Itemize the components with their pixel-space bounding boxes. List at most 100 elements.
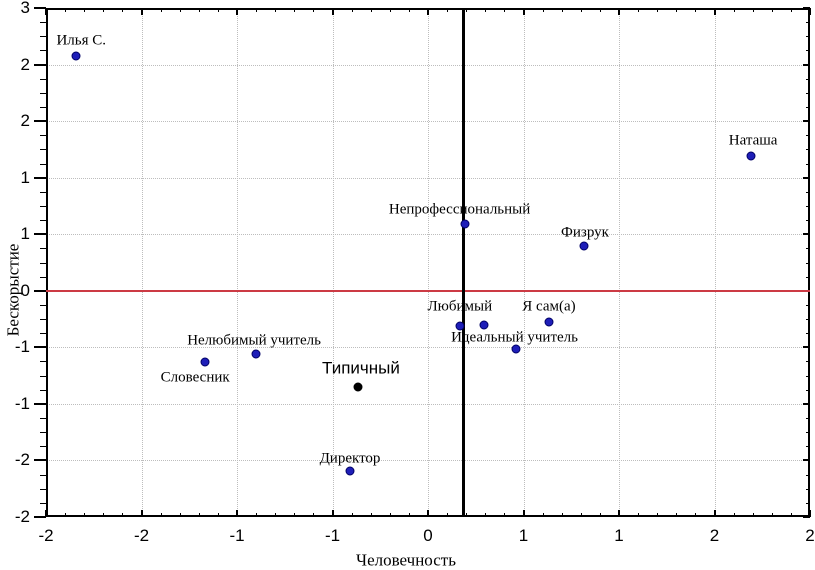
- x-axis-minor-tick: [160, 513, 162, 517]
- y-axis-minor-tick: [40, 432, 46, 434]
- right-axis-major-tick: [803, 346, 810, 349]
- x-grid-line: [332, 8, 334, 517]
- y-tick-label: 3: [20, 0, 30, 17]
- top-axis-minor-tick: [198, 8, 200, 12]
- right-axis-minor-tick: [806, 276, 810, 278]
- top-axis-minor-tick: [695, 8, 697, 12]
- top-axis-major-tick: [713, 8, 716, 15]
- data-point: [71, 51, 81, 61]
- y-axis-minor-tick: [40, 488, 46, 490]
- x-axis-minor-tick: [676, 513, 678, 517]
- x-axis-major-tick: [809, 510, 811, 517]
- x-axis-minor-tick: [561, 513, 563, 517]
- x-grid-line: [141, 8, 143, 517]
- y-axis-minor-tick: [40, 276, 46, 278]
- right-axis-major-tick: [803, 7, 810, 9]
- x-axis-title: Человечность: [356, 550, 456, 570]
- right-axis-major-tick: [803, 176, 810, 179]
- x-tick-label: -2: [133, 526, 150, 545]
- top-axis-minor-tick: [313, 8, 315, 12]
- top-axis-minor-tick: [657, 8, 659, 12]
- point-label: Непрофессиональный: [388, 201, 531, 218]
- x-grid-line: [523, 8, 525, 517]
- y-axis-minor-tick: [40, 248, 46, 250]
- point-label: Илья С.: [56, 32, 107, 49]
- right-axis-minor-tick: [806, 205, 810, 207]
- x-axis-minor-tick: [294, 513, 296, 517]
- right-axis-minor-tick: [806, 106, 810, 108]
- x-axis-minor-tick: [198, 513, 200, 517]
- y-axis-minor-tick: [40, 333, 46, 335]
- top-axis-major-tick: [236, 8, 238, 15]
- right-axis-minor-tick: [806, 418, 810, 420]
- y-axis-major-tick: [34, 176, 46, 179]
- right-axis-minor-tick: [806, 304, 810, 306]
- right-axis-minor-tick: [806, 135, 810, 137]
- point-label: Я сам(а): [522, 298, 576, 315]
- data-point: [579, 241, 589, 251]
- y-grid-line: [46, 64, 810, 66]
- x-axis-minor-tick: [217, 513, 219, 517]
- y-grid-line: [46, 121, 810, 123]
- right-axis-minor-tick: [806, 375, 810, 377]
- point-label: Словесник: [160, 369, 230, 386]
- right-axis-minor-tick: [806, 36, 810, 38]
- x-axis-minor-tick: [313, 513, 315, 517]
- plot-border-left: [46, 8, 48, 517]
- x-axis-minor-tick: [179, 513, 181, 517]
- x-axis-minor-tick: [466, 513, 468, 517]
- data-point: [746, 151, 756, 161]
- y-axis-minor-tick: [40, 191, 46, 193]
- point-label: Физрук: [561, 224, 609, 241]
- data-point: [345, 466, 355, 476]
- top-axis-major-tick: [45, 8, 47, 15]
- x-grid-line: [237, 8, 238, 517]
- x-axis-minor-tick: [657, 513, 659, 517]
- y-tick-label: -1: [14, 393, 30, 413]
- top-axis-minor-tick: [256, 8, 258, 12]
- right-axis-minor-tick: [806, 446, 810, 448]
- x-tick-label: -1: [229, 526, 245, 545]
- y-axis-minor-tick: [40, 319, 46, 321]
- right-axis-minor-tick: [806, 502, 810, 504]
- right-axis-minor-tick: [806, 220, 810, 222]
- x-axis-minor-tick: [752, 513, 754, 517]
- top-axis-minor-tick: [733, 8, 735, 12]
- vertical-reference-line: [461, 8, 465, 517]
- x-axis-major-tick: [713, 510, 716, 517]
- right-axis-minor-tick: [806, 389, 810, 391]
- y-axis-major-tick: [34, 63, 46, 66]
- y-axis-major-tick: [34, 459, 46, 462]
- y-axis-minor-tick: [40, 220, 46, 222]
- x-axis-major-tick: [522, 510, 525, 517]
- zero-reference-line: [46, 289, 810, 292]
- y-axis-major-tick: [34, 7, 46, 9]
- x-axis-minor-tick: [599, 513, 601, 517]
- y-axis-minor-tick: [40, 474, 46, 476]
- top-axis-minor-tick: [351, 8, 353, 12]
- top-axis-minor-tick: [485, 8, 487, 12]
- top-axis-minor-tick: [638, 8, 640, 12]
- data-point: [479, 320, 489, 330]
- x-tick-label: 0: [423, 526, 433, 545]
- point-label: Нелюбимый учитель: [187, 332, 321, 349]
- top-axis-major-tick: [331, 8, 334, 15]
- x-axis-minor-tick: [447, 513, 449, 517]
- point-label: Директор: [319, 450, 381, 467]
- plot-area: Илья С. Наташа Непрофессиональный Физрук Люб…: [15, 0, 815, 544]
- right-axis-minor-tick: [806, 22, 810, 24]
- x-axis-major-tick: [45, 510, 47, 517]
- top-axis-minor-tick: [103, 8, 105, 12]
- x-axis-minor-tick: [65, 513, 67, 517]
- data-point: [353, 382, 363, 392]
- right-axis-minor-tick: [806, 248, 810, 250]
- right-axis-minor-tick: [806, 319, 810, 321]
- top-axis-minor-tick: [580, 8, 582, 12]
- y-axis-minor-tick: [40, 389, 46, 391]
- x-axis-minor-tick: [103, 513, 105, 517]
- y-grid-line: [46, 460, 810, 462]
- y-axis-major-tick: [34, 289, 46, 292]
- top-axis-minor-tick: [275, 8, 277, 12]
- right-axis-major-tick: [803, 402, 810, 405]
- right-axis-major-tick: [803, 459, 810, 462]
